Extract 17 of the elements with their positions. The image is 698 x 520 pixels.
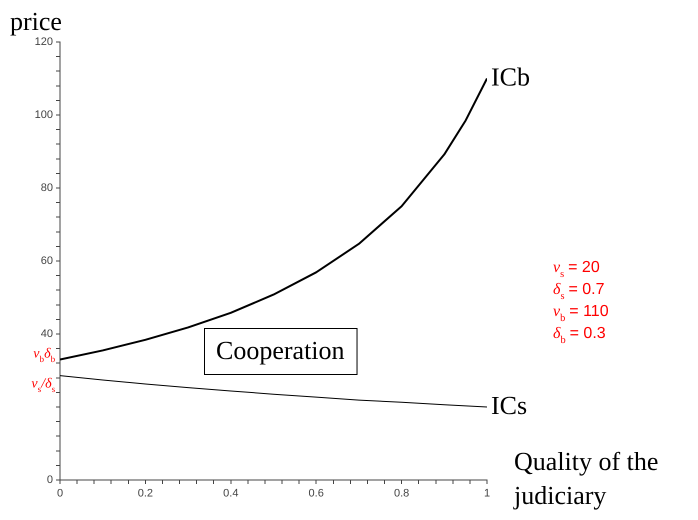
x-axis-title: Quality of the judiciary — [513, 447, 658, 510]
annotation: Cooperation — [216, 336, 345, 365]
y-tick-label: 100 — [34, 109, 53, 122]
series-label: ICs — [491, 390, 528, 420]
x-tick-label: 0.8 — [394, 488, 410, 500]
x-tick-label: 0.6 — [308, 488, 324, 500]
x-tick-label: 0 — [56, 488, 64, 500]
y-tick-label: 80 — [40, 182, 53, 194]
y-axis-title: price — [10, 7, 62, 36]
series-label: ICb — [491, 62, 530, 92]
x-tick-label: 0.4 — [223, 488, 238, 500]
y-tick-label: 60 — [40, 255, 53, 268]
y-tick-label: 120 — [34, 36, 53, 48]
y-tick-label: 0 — [46, 474, 53, 486]
y-tick-label: 40 — [40, 328, 53, 340]
x-tick-label: 1 — [484, 488, 490, 500]
x-tick-label: 0.2 — [138, 488, 154, 500]
